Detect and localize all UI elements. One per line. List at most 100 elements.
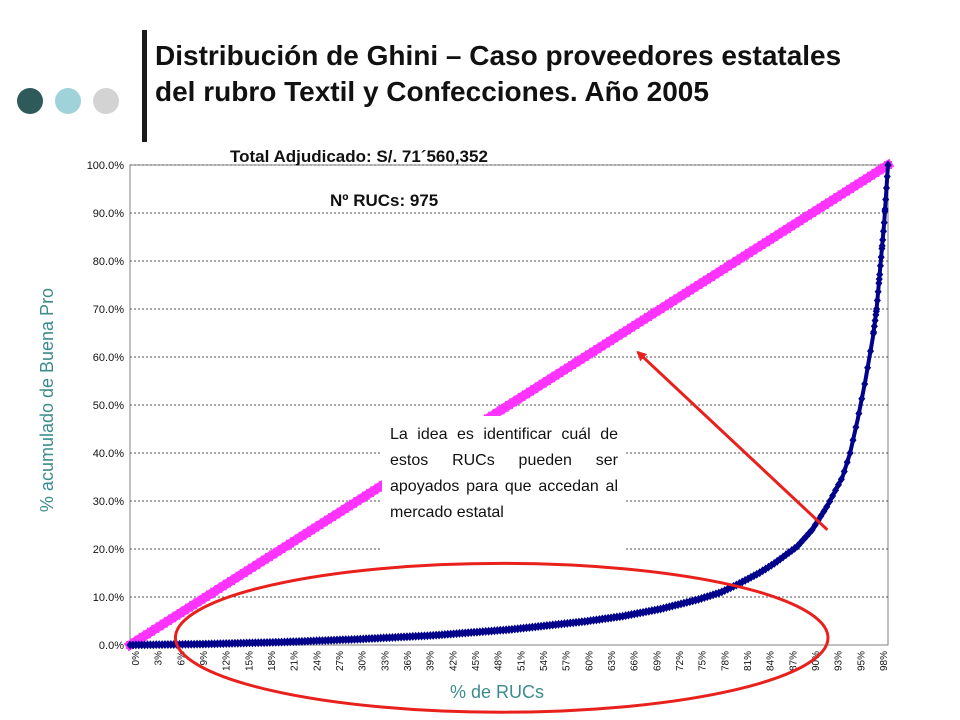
equality-point [180, 606, 189, 615]
lorenz-point [871, 316, 879, 326]
equality-point [707, 273, 716, 281]
equality-point [201, 593, 210, 601]
equality-point [374, 483, 383, 492]
title-divider [142, 30, 147, 142]
equality-point [825, 198, 834, 207]
lorenz-point [834, 480, 842, 490]
y-tick-label: 40.0% [93, 448, 124, 460]
title-line-1: Distribución de Ghini – Caso proveedores… [155, 40, 842, 71]
equality-point [218, 582, 227, 591]
x-tick-label: 24% [312, 651, 323, 671]
equality-point [353, 497, 362, 505]
lorenz-point [873, 295, 881, 305]
equality-point [286, 539, 295, 548]
equality-point [340, 505, 349, 513]
lorenz-point [832, 485, 840, 495]
x-tick-label: 18% [267, 651, 278, 671]
x-tick-label: 42% [448, 651, 459, 671]
lorenz-point [878, 244, 886, 254]
equality-point [728, 259, 737, 268]
x-tick-label: 57% [562, 651, 573, 671]
lorenz-point [829, 491, 837, 501]
equality-point [517, 393, 526, 401]
equality-point [837, 190, 846, 199]
y-tick-label: 100.0% [87, 160, 125, 172]
lorenz-point [880, 218, 888, 228]
equality-point [134, 635, 143, 644]
equality-point [290, 537, 299, 545]
equality-point [580, 353, 589, 361]
equality-point [576, 355, 585, 364]
equality-point [370, 486, 379, 495]
title-line-2: del rubro Textil y Confecciones. Año 200… [155, 76, 709, 107]
lorenz-point [843, 457, 851, 467]
x-tick-label: 84% [766, 651, 777, 671]
equality-point [568, 361, 577, 369]
annotation-note: La idea es identificar cuál de estos RUC… [382, 416, 626, 550]
equality-point [231, 574, 240, 583]
equality-point [538, 379, 547, 388]
dark-dot-icon [17, 88, 43, 114]
equality-point [151, 625, 160, 633]
equality-point [698, 278, 707, 287]
equality-point [500, 403, 509, 412]
slide-title: Distribución de Ghini – Caso proveedores… [155, 38, 955, 110]
x-axis-label: % de RUCs [450, 682, 544, 702]
lorenz-point [879, 235, 887, 245]
equality-point [774, 230, 783, 239]
equality-point [505, 401, 513, 409]
rucs-count-label: Nº RUCs: 975 [330, 191, 438, 210]
equality-point [740, 251, 749, 260]
equality-point [302, 529, 311, 537]
lorenz-point [883, 172, 891, 182]
equality-point [294, 534, 303, 543]
equality-point [787, 222, 796, 231]
x-tick-label: 15% [244, 651, 255, 671]
equality-point [850, 182, 859, 191]
equality-point [846, 185, 855, 193]
y-tick-label: 50.0% [93, 400, 124, 412]
lorenz-point [879, 226, 887, 236]
equality-point [319, 518, 328, 527]
lorenz-point [840, 466, 848, 476]
equality-point [513, 395, 522, 404]
equality-point [622, 326, 631, 335]
equality-point [686, 286, 695, 295]
equality-point [311, 523, 320, 532]
equality-point [610, 334, 619, 343]
x-tick-label: 39% [426, 651, 437, 671]
equality-point [875, 166, 884, 175]
equality-point [214, 585, 223, 593]
equality-point [492, 409, 501, 417]
lorenz-point [876, 261, 884, 271]
y-tick-label: 10.0% [93, 592, 124, 604]
equality-point [745, 249, 754, 257]
equality-point [778, 227, 787, 236]
x-tick-label: 33% [380, 651, 391, 671]
equality-point [349, 499, 358, 508]
y-tick-labels: 0.0% 10.0% 20.0% 30.0% 40.0% 50.0% 60.0% 70.0% 8… [87, 160, 125, 652]
lorenz-point [882, 195, 890, 205]
x-tick-label: 27% [335, 651, 346, 671]
lorenz-point [870, 321, 878, 331]
x-tick-label: 30% [358, 651, 369, 671]
equality-point [227, 577, 236, 585]
equality-point [184, 603, 193, 612]
equality-point [142, 630, 151, 639]
equality-point [361, 491, 370, 500]
x-tick-label: 12% [222, 651, 233, 671]
lorenz-point [837, 474, 845, 484]
equality-point [163, 617, 172, 625]
lorenz-point [867, 346, 875, 356]
equality-point [601, 339, 610, 348]
equality-point [530, 385, 539, 393]
x-tick-label: 48% [494, 651, 505, 671]
equality-point [715, 267, 724, 276]
equality-point [243, 566, 252, 575]
equality-point [328, 513, 337, 521]
equality-point [614, 331, 623, 340]
equality-point [761, 238, 770, 247]
equality-point [189, 601, 198, 609]
equality-point [639, 315, 648, 324]
y-tick-label: 30.0% [93, 496, 124, 508]
